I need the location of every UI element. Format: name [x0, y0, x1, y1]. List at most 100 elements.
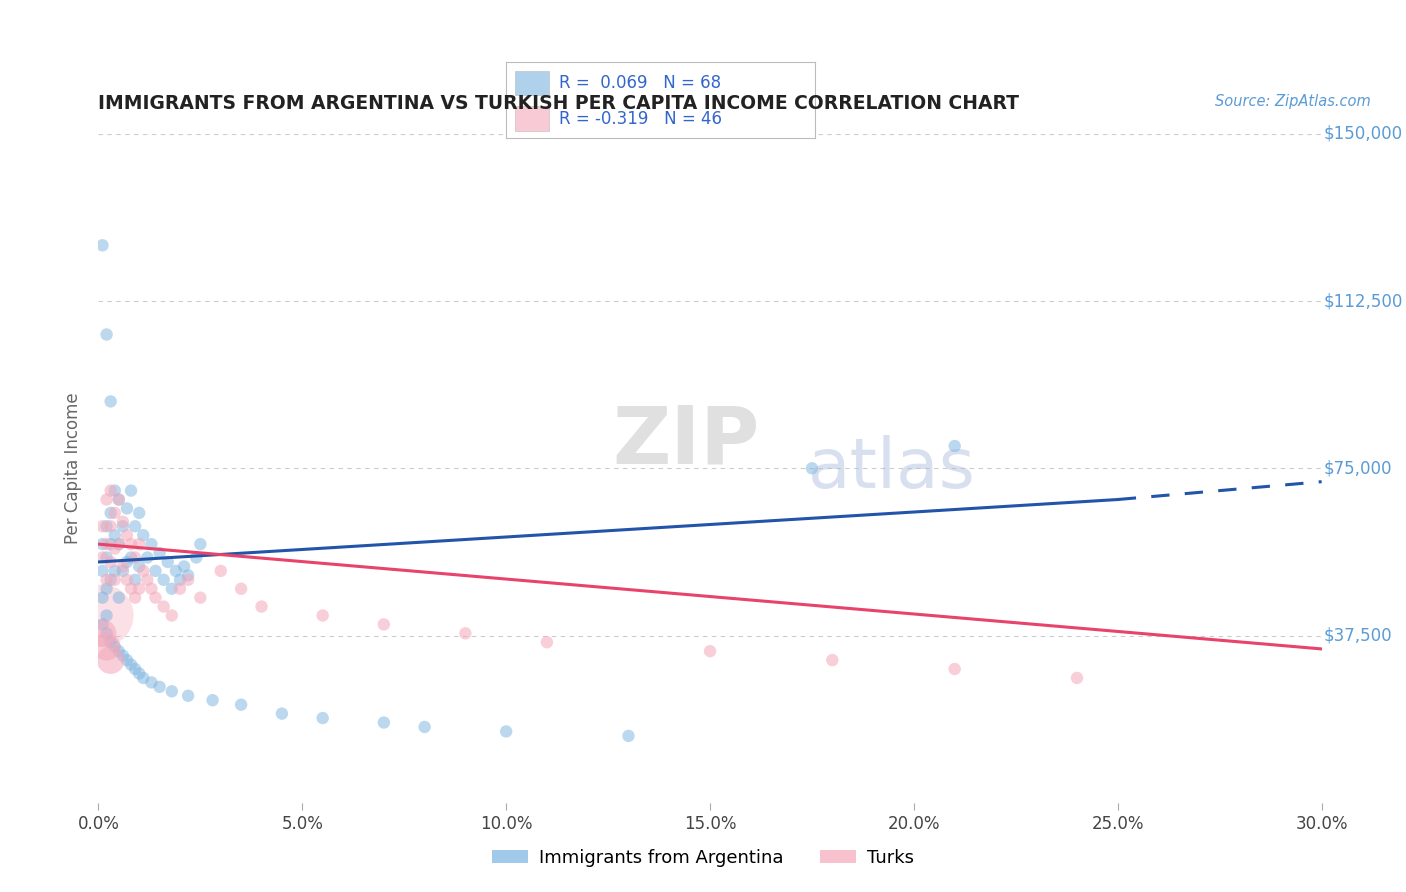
Point: [91, 564, 114, 578]
Point: [96, 550, 118, 565]
Point: [104, 640, 127, 654]
Point: [128, 537, 150, 551]
Point: [169, 573, 191, 587]
Point: [100, 635, 122, 649]
Point: [124, 573, 146, 587]
Point: [821, 653, 844, 667]
Point: [201, 693, 224, 707]
Text: $112,500: $112,500: [1324, 292, 1403, 310]
Point: [312, 711, 335, 725]
Text: R = -0.319   N = 46: R = -0.319 N = 46: [558, 110, 721, 128]
Point: [132, 528, 155, 542]
Point: [91, 537, 114, 551]
Point: [128, 559, 150, 574]
Point: [132, 671, 155, 685]
Point: [124, 550, 146, 565]
Point: [120, 657, 142, 672]
Point: [108, 492, 131, 507]
Bar: [516, 106, 550, 130]
Point: [100, 653, 122, 667]
Point: [132, 564, 155, 578]
Point: [115, 653, 138, 667]
Text: $37,500: $37,500: [1324, 626, 1393, 645]
Point: [160, 608, 183, 623]
Point: [145, 591, 167, 605]
Point: [160, 582, 183, 596]
Point: [104, 506, 127, 520]
Point: [100, 573, 122, 587]
Point: [104, 483, 127, 498]
Point: [149, 546, 172, 560]
Point: [91, 591, 114, 605]
Point: [111, 559, 134, 574]
Point: [413, 720, 436, 734]
Point: [188, 537, 212, 551]
Point: [124, 662, 146, 676]
Point: [96, 582, 118, 596]
Bar: [516, 70, 550, 95]
Point: [111, 519, 134, 533]
Point: [96, 519, 118, 533]
Point: [270, 706, 294, 721]
Point: [96, 573, 118, 587]
Point: [111, 564, 134, 578]
Point: [100, 555, 122, 569]
Point: [141, 675, 163, 690]
Point: [495, 724, 517, 739]
Point: [100, 483, 122, 498]
Point: [120, 537, 142, 551]
Point: [108, 591, 131, 605]
Point: [124, 519, 146, 533]
Y-axis label: Per Capita Income: Per Capita Income: [65, 392, 83, 544]
Point: [209, 564, 232, 578]
Point: [231, 582, 253, 596]
Text: Source: ZipAtlas.com: Source: ZipAtlas.com: [1215, 94, 1371, 109]
Point: [96, 640, 118, 654]
Point: [373, 617, 395, 632]
Point: [801, 461, 824, 475]
Point: [128, 582, 150, 596]
Point: [373, 715, 395, 730]
Point: [186, 550, 208, 565]
Point: [96, 608, 118, 623]
Point: [108, 537, 131, 551]
Point: [141, 537, 163, 551]
Point: [100, 506, 122, 520]
Point: [136, 573, 159, 587]
Point: [699, 644, 721, 658]
Point: [108, 492, 131, 507]
Point: [145, 564, 167, 578]
Point: [177, 573, 200, 587]
Text: $75,000: $75,000: [1324, 459, 1392, 477]
Point: [124, 591, 146, 605]
Point: [177, 568, 200, 582]
Point: [169, 582, 191, 596]
Point: [156, 555, 179, 569]
Point: [100, 537, 122, 551]
Point: [91, 550, 114, 565]
Point: [91, 238, 114, 252]
Point: [96, 626, 118, 640]
Point: [115, 501, 138, 516]
Text: R =  0.069   N = 68: R = 0.069 N = 68: [558, 74, 721, 92]
Point: [115, 555, 138, 569]
Point: [115, 573, 138, 587]
Text: IMMIGRANTS FROM ARGENTINA VS TURKISH PER CAPITA INCOME CORRELATION CHART: IMMIGRANTS FROM ARGENTINA VS TURKISH PER…: [98, 94, 1019, 112]
Point: [454, 626, 477, 640]
Point: [943, 439, 966, 453]
Point: [100, 519, 122, 533]
Point: [104, 564, 127, 578]
Point: [943, 662, 966, 676]
Point: [100, 394, 122, 409]
Point: [250, 599, 273, 614]
Point: [111, 648, 134, 663]
Point: [108, 537, 131, 551]
Point: [1066, 671, 1088, 685]
Point: [96, 537, 118, 551]
Text: $150,000: $150,000: [1324, 125, 1403, 143]
Point: [128, 666, 150, 681]
Point: [96, 327, 118, 342]
Text: ZIP: ZIP: [612, 402, 759, 481]
Point: [120, 483, 142, 498]
Point: [141, 582, 163, 596]
